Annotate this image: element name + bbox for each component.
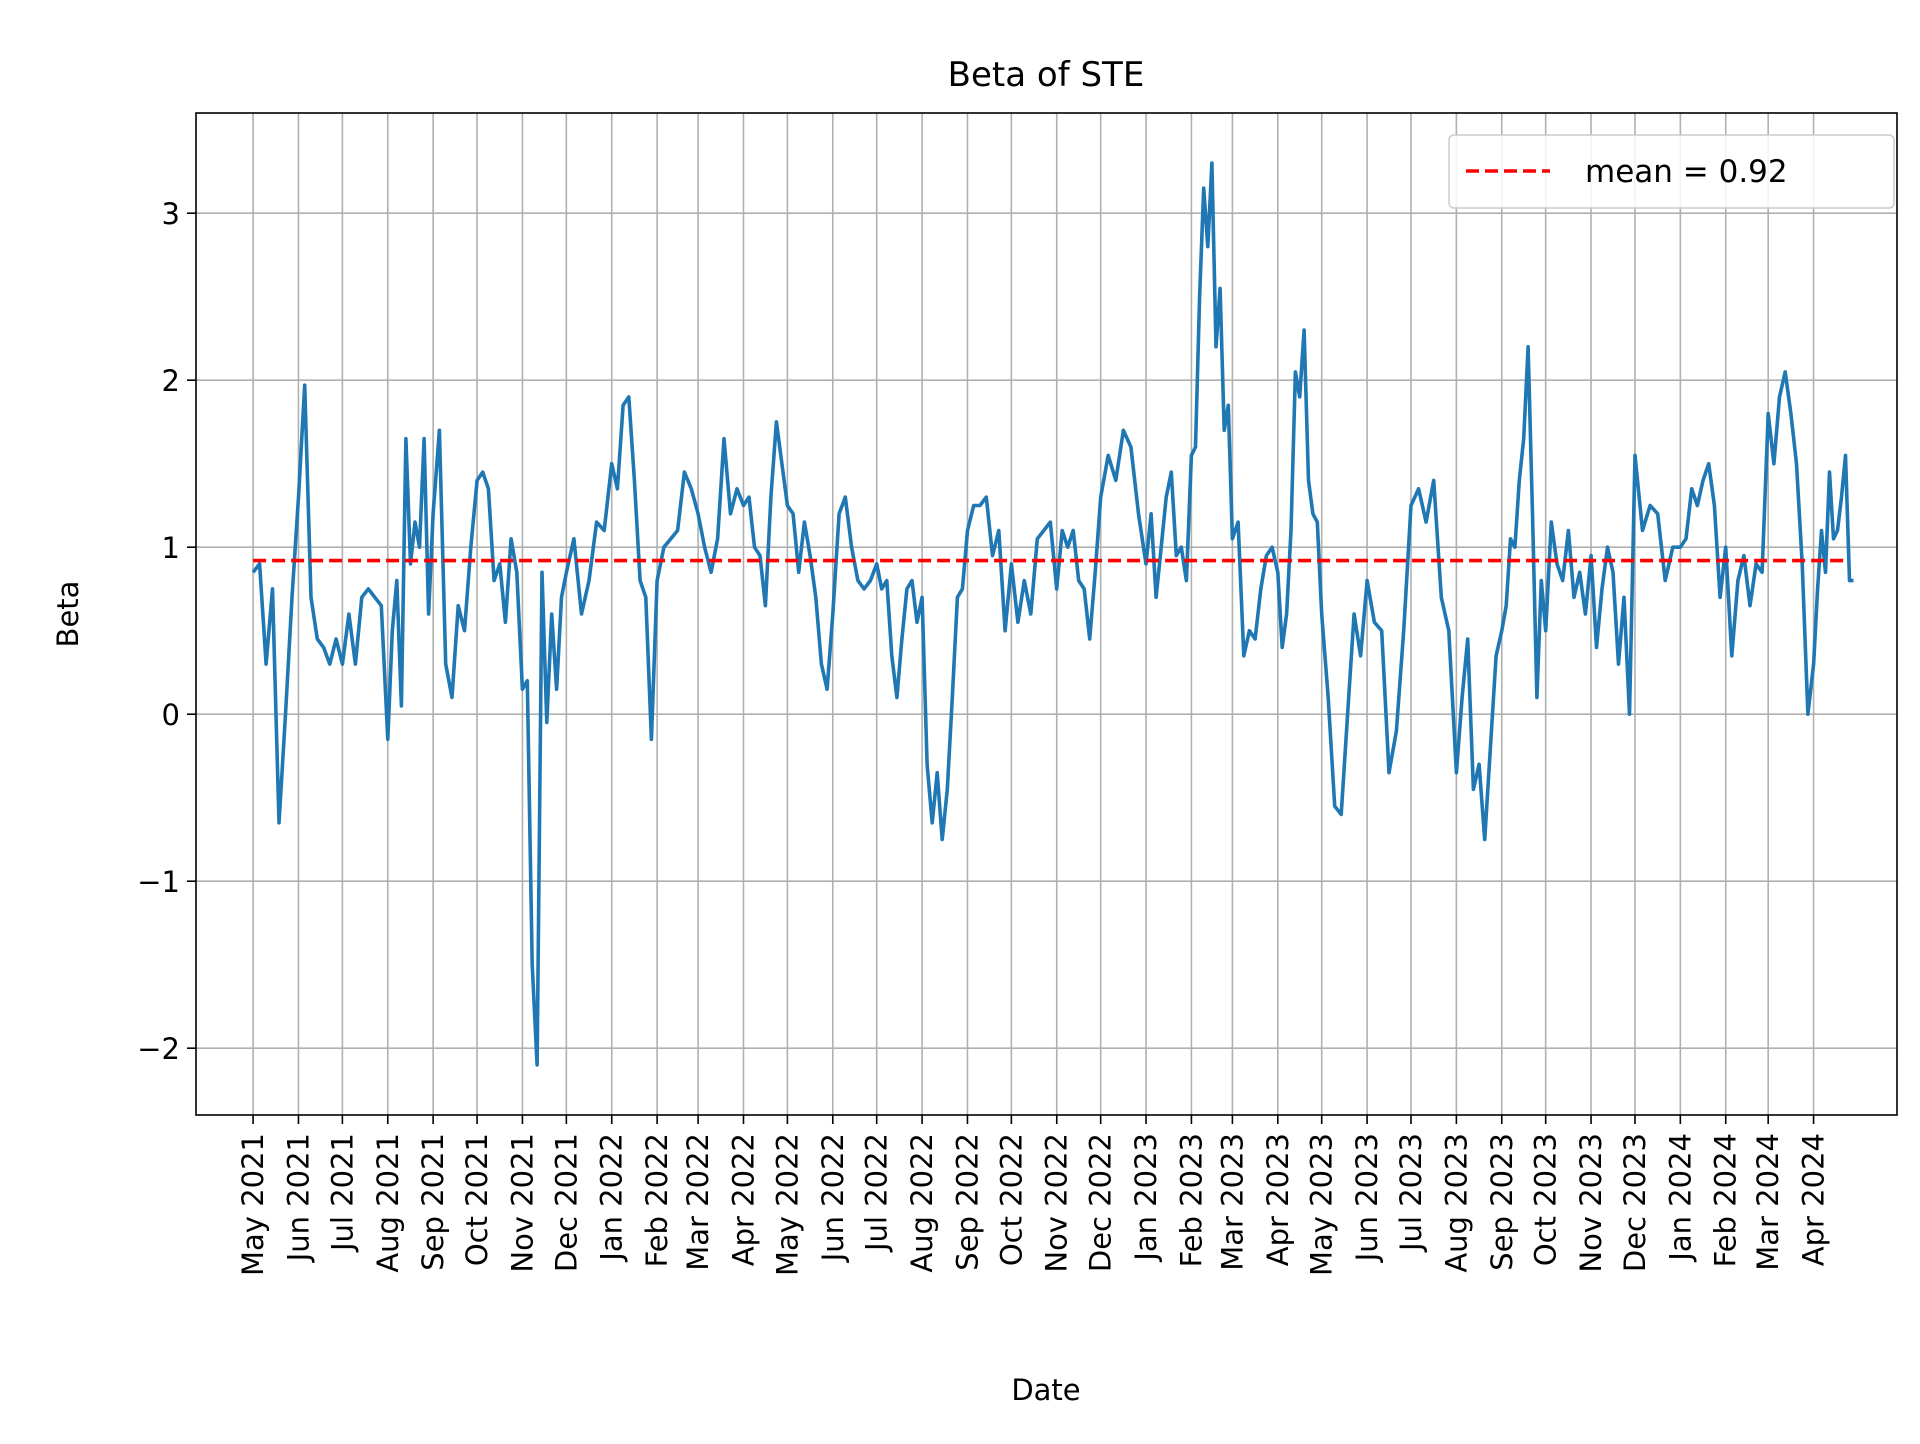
x-tick-label: May 2023 (1305, 1133, 1339, 1276)
x-tick-label: Sep 2022 (950, 1133, 984, 1271)
grid (196, 113, 1897, 1115)
legend: mean = 0.92 (1448, 134, 1895, 209)
x-tick-label: Aug 2021 (371, 1133, 405, 1273)
x-axis: May 2021 Jun 2021 Jul 2021 Aug 2021 Sep 2021… (236, 1115, 1831, 1276)
x-tick-label: Oct 2023 (1529, 1133, 1563, 1266)
x-tick-label: Apr 2022 (726, 1133, 760, 1266)
y-tick-label: −1 (137, 865, 180, 899)
x-tick-label: Mar 2023 (1215, 1133, 1249, 1271)
x-tick-label: Nov 2022 (1040, 1133, 1074, 1273)
chart-title: Beta of STE (948, 55, 1145, 95)
x-tick-label: Jan 2024 (1663, 1133, 1697, 1263)
x-tick-label: Mar 2022 (681, 1133, 715, 1271)
x-tick-label: Apr 2024 (1797, 1133, 1831, 1266)
x-tick-label: Dec 2022 (1084, 1133, 1118, 1272)
x-tick-label: Sep 2023 (1485, 1133, 1519, 1271)
x-tick-label: Nov 2021 (505, 1133, 539, 1273)
y-tick-label: 0 (162, 698, 180, 732)
y-tick-label: −2 (137, 1032, 180, 1066)
x-tick-label: Feb 2023 (1174, 1133, 1208, 1267)
x-tick-label: Dec 2021 (549, 1133, 583, 1272)
x-tick-label: Nov 2023 (1574, 1133, 1608, 1273)
x-tick-label: Oct 2021 (460, 1133, 494, 1266)
series-layer (251, 161, 1854, 1067)
y-tick-label: 1 (162, 531, 180, 565)
x-tick-label: Mar 2024 (1751, 1133, 1785, 1271)
y-axis-label: Beta (51, 581, 85, 648)
x-tick-label: Dec 2023 (1618, 1133, 1652, 1272)
x-tick-label: Aug 2022 (905, 1133, 939, 1273)
x-tick-label: Aug 2023 (1439, 1133, 1473, 1273)
y-tick-label: 2 (162, 364, 180, 398)
x-tick-label: May 2021 (236, 1133, 270, 1276)
y-tick-label: 3 (162, 197, 180, 231)
x-tick-label: Feb 2024 (1709, 1133, 1743, 1267)
x-tick-label: Jul 2023 (1394, 1133, 1428, 1253)
plot-frame (195, 112, 1898, 1116)
x-tick-label: Jan 2022 (595, 1133, 629, 1263)
x-tick-label: Oct 2022 (994, 1133, 1028, 1266)
legend-mean-label: mean = 0.92 (1585, 154, 1788, 190)
x-axis-label: Date (1011, 1373, 1080, 1407)
x-tick-label: May 2022 (770, 1133, 804, 1276)
x-tick-label: Jan 2023 (1129, 1133, 1163, 1263)
beta-series-line (251, 161, 1854, 1067)
x-tick-label: Jun 2023 (1350, 1133, 1384, 1263)
x-tick-label: Jul 2021 (325, 1133, 359, 1253)
x-tick-label: Sep 2021 (416, 1133, 450, 1271)
x-tick-label: Apr 2023 (1261, 1133, 1295, 1266)
legend-box (1448, 134, 1895, 209)
x-tick-label: Jun 2021 (281, 1133, 315, 1263)
x-tick-label: Jun 2022 (816, 1133, 850, 1263)
y-axis: −2 −1 0 1 2 3 (137, 197, 196, 1066)
x-tick-label: Feb 2022 (640, 1133, 674, 1267)
x-tick-label: Jul 2022 (860, 1133, 894, 1253)
